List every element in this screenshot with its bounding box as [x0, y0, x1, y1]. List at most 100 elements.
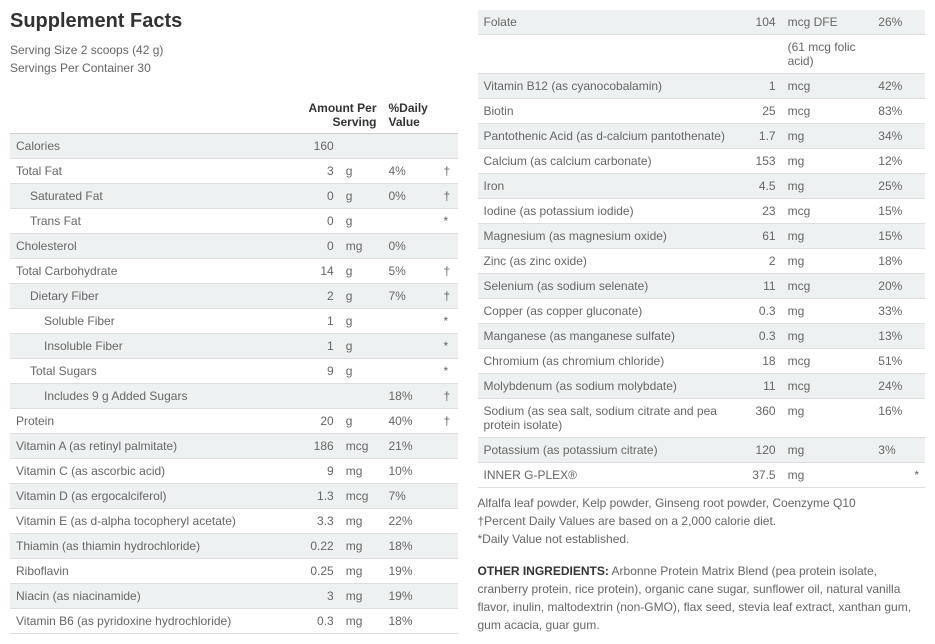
nutrient-amount: 0 — [296, 234, 340, 259]
nutrient-symbol: * — [908, 463, 925, 488]
nutrient-amount — [746, 35, 781, 74]
nutrients-table-right: Folate104mcg DFE26%(61 mcg folic acid)Vi… — [478, 10, 926, 488]
nutrient-row: Vitamin E (as d-alpha tocopheryl acetate… — [10, 509, 458, 534]
nutrient-symbol: † — [438, 184, 458, 209]
nutrient-name: Soluble Fiber — [10, 309, 296, 334]
nutrient-dv: 33% — [872, 299, 908, 324]
nutrient-name: Riboflavin — [10, 559, 296, 584]
nutrient-name: Vitamin C (as ascorbic acid) — [10, 459, 296, 484]
panel-title: Supplement Facts — [10, 10, 458, 33]
nutrient-name — [478, 35, 747, 74]
nutrient-unit: mcg — [340, 434, 383, 459]
nutrient-symbol: † — [438, 159, 458, 184]
nutrient-row: Cholesterol0mg0% — [10, 234, 458, 259]
nutrient-symbol — [438, 134, 458, 159]
nutrient-name: Trans Fat — [10, 209, 296, 234]
nutrient-row: Calories160 — [10, 134, 458, 159]
nutrient-name: Sodium (as sea salt, sodium citrate and … — [478, 399, 747, 438]
nutrient-name: Biotin — [478, 99, 747, 124]
nutrient-dv: 83% — [872, 99, 908, 124]
nutrient-name: Folate — [478, 10, 747, 35]
nutrient-dv: 25% — [872, 174, 908, 199]
nutrient-unit: g — [340, 259, 383, 284]
dv-footnote: †Percent Daily Values are based on a 2,0… — [478, 512, 926, 530]
nutrient-dv — [383, 359, 438, 384]
nutrient-unit: g — [340, 284, 383, 309]
nutrient-dv: 22% — [383, 509, 438, 534]
nutrient-amount: 1 — [296, 334, 340, 359]
nutrient-unit: mg — [782, 324, 873, 349]
nutrient-symbol — [438, 459, 458, 484]
nutrient-unit: mg — [340, 559, 383, 584]
nutrient-name: Vitamin E (as d-alpha tocopheryl acetate… — [10, 509, 296, 534]
nutrient-amount: 153 — [746, 149, 781, 174]
nutrient-amount: 4.5 — [746, 174, 781, 199]
nutrient-amount: 9 — [296, 359, 340, 384]
nutrient-symbol — [908, 374, 925, 399]
nutrient-symbol — [908, 35, 925, 74]
servings-per-container: Servings Per Container 30 — [10, 59, 458, 77]
nutrient-dv — [383, 134, 438, 159]
nutrient-symbol — [908, 74, 925, 99]
nutrient-symbol: * — [438, 359, 458, 384]
nutrient-symbol — [908, 224, 925, 249]
nutrient-name: Chromium (as chromium chloride) — [478, 349, 747, 374]
nutrient-name: Thiamin (as thiamin hydrochloride) — [10, 534, 296, 559]
nutrient-amount: 14 — [296, 259, 340, 284]
nutrient-dv: 26% — [872, 10, 908, 35]
nutrient-row: Vitamin D (as ergocalciferol)1.3mcg7% — [10, 484, 458, 509]
nutrient-unit: mcg — [782, 349, 873, 374]
nutrient-unit: mg — [782, 224, 873, 249]
blend-line: Alfalfa leaf powder, Kelp powder, Ginsen… — [478, 494, 926, 512]
nutrient-dv: 10% — [383, 459, 438, 484]
nutrient-amount: 0 — [296, 184, 340, 209]
nutrient-row: Pantothenic Acid (as d-calcium pantothen… — [478, 124, 926, 149]
nutrient-name: Iron — [478, 174, 747, 199]
nutrient-name: Cholesterol — [10, 234, 296, 259]
nutrient-amount: 360 — [746, 399, 781, 438]
nutrient-symbol — [908, 438, 925, 463]
nutrient-name: Magnesium (as magnesium oxide) — [478, 224, 747, 249]
nutrient-dv: 5% — [383, 259, 438, 284]
nutrient-name: Calcium (as calcium carbonate) — [478, 149, 747, 174]
nutrient-amount: 0.3 — [746, 299, 781, 324]
nutrient-symbol — [438, 584, 458, 609]
nutrient-unit: g — [340, 159, 383, 184]
nutrient-dv: 20% — [872, 274, 908, 299]
nutrient-symbol — [438, 559, 458, 584]
nutrient-dv: 19% — [383, 584, 438, 609]
nutrient-symbol — [438, 534, 458, 559]
nutrient-symbol: † — [438, 384, 458, 409]
nutrient-unit: mg — [340, 534, 383, 559]
nutrient-row: Vitamin B12 (as cyanocobalamin)1mcg42% — [478, 74, 926, 99]
nutrient-dv — [383, 209, 438, 234]
nutrient-symbol — [908, 299, 925, 324]
nutrient-dv: 3% — [872, 438, 908, 463]
nutrient-row: Manganese (as manganese sulfate)0.3mg13% — [478, 324, 926, 349]
nutrient-name: Vitamin B6 (as pyridoxine hydrochloride) — [10, 609, 296, 634]
footnotes: Alfalfa leaf powder, Kelp powder, Ginsen… — [478, 488, 926, 548]
nutrient-row: Vitamin B6 (as pyridoxine hydrochloride)… — [10, 609, 458, 634]
nutrient-name: Pantothenic Acid (as d-calcium pantothen… — [478, 124, 747, 149]
nutrient-unit: g — [340, 409, 383, 434]
nutrient-dv: 42% — [872, 74, 908, 99]
nutrient-amount: 0.3 — [296, 609, 340, 634]
nutrient-row: Total Carbohydrate14g5%† — [10, 259, 458, 284]
nutrient-amount: 104 — [746, 10, 781, 35]
asterisk-footnote: *Daily Value not established. — [478, 530, 926, 548]
nutrient-name: Iodine (as potassium iodide) — [478, 199, 747, 224]
nutrient-unit: mg — [782, 149, 873, 174]
nutrient-symbol — [908, 10, 925, 35]
nutrient-row: Vitamin A (as retinyl palmitate)186mcg21… — [10, 434, 458, 459]
nutrient-row: Vitamin C (as ascorbic acid)9mg10% — [10, 459, 458, 484]
serving-info: Serving Size 2 scoops (42 g) Servings Pe… — [10, 41, 458, 77]
nutrient-row: Iron4.5mg25% — [478, 174, 926, 199]
nutrient-row: Chromium (as chromium chloride)18mcg51% — [478, 349, 926, 374]
nutrient-row: Biotin25mcg83% — [478, 99, 926, 124]
nutrient-symbol — [908, 149, 925, 174]
nutrient-dv — [383, 309, 438, 334]
nutrient-amount: 37.5 — [746, 463, 781, 488]
nutrient-unit: (61 mcg folic acid) — [782, 35, 873, 74]
nutrient-dv — [383, 334, 438, 359]
nutrient-amount: 0 — [296, 209, 340, 234]
